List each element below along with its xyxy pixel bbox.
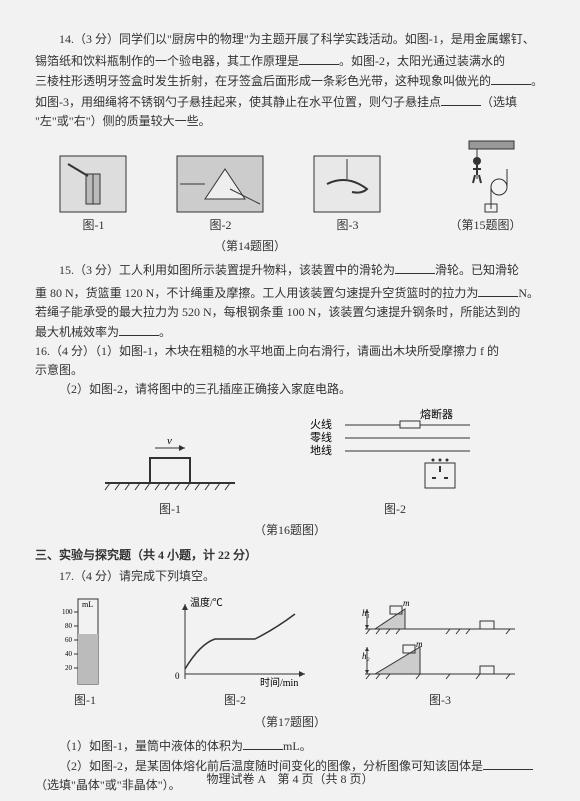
fig17-1-svg: mL 100 80 60 40 20: [60, 594, 110, 689]
svg-text:m: m: [416, 639, 423, 649]
fig16-1-label: 图-1: [95, 500, 245, 519]
q14-l2b: 。如图-2，太阳光通过装满水的: [339, 54, 505, 68]
q17-l1: 17.（4 分）请完成下列填空。: [35, 567, 545, 586]
svg-text:40: 40: [65, 650, 73, 658]
svg-text:v: v: [167, 435, 172, 447]
fig-row-14: 图-1 图-2 图-3 （第: [35, 139, 545, 235]
caption-16: （第16题图）: [35, 521, 545, 540]
caption-14: （第14题图）: [0, 237, 545, 256]
q15-l3: 若绳子能承受的最大拉力为 520 N，每根钢条重 100 N，该装置匀速提升钢条…: [35, 303, 545, 322]
fuse-label: 熔断器: [420, 408, 453, 421]
q15-l4b: 。: [159, 325, 171, 339]
fig-row-17: mL 100 80 60 40 20 图-1 温度/℃ 时间/min 0 图-2: [35, 594, 545, 710]
fig14-2-label: 图-2: [175, 216, 265, 235]
blank-14-1[interactable]: [299, 51, 339, 65]
blank-15-1[interactable]: [395, 260, 435, 274]
q15-l4: 最大机械效率为: [35, 325, 119, 339]
fig14-1-label: 图-1: [58, 216, 128, 235]
q16-l1: 16.（4 分）（1）如图-1，木块在粗糙的水平地面上向右滑行，请画出木块所受摩…: [35, 344, 499, 358]
q16-l2: 示意图。: [35, 361, 545, 380]
fig14-3-svg: [312, 154, 382, 214]
q14-l4: 如图-3，用细绳将不锈钢勺子悬挂起来，使其静止在水平位置，则勺子悬挂点: [35, 95, 441, 109]
xlabel: 时间/min: [260, 676, 298, 689]
q15-l1: 15.（3 分）工人利用如图所示装置提升物料，该装置中的滑轮为: [59, 263, 395, 277]
blank-15-3[interactable]: [119, 322, 159, 336]
fig14-3-label: 图-3: [312, 216, 382, 235]
fig16-2-svg: 熔断器 火线 零线 地线: [305, 408, 485, 498]
q17-s1b: mL。: [283, 739, 312, 753]
fig15-label: （第15题图）: [449, 216, 521, 235]
ylabel: 温度/℃: [190, 596, 223, 609]
blank-15-2[interactable]: [478, 283, 518, 297]
svg-text:60: 60: [65, 636, 73, 644]
svg-text:20: 20: [65, 664, 73, 672]
svg-text:h₂: h₂: [362, 651, 370, 661]
blank-14-3[interactable]: [441, 92, 481, 106]
q17-s1a: （1）如图-1，量筒中液体的体积为: [59, 739, 243, 753]
zero-label: 零线: [310, 430, 332, 444]
blank-17-2[interactable]: [483, 756, 533, 770]
fig15-svg: [449, 139, 519, 214]
fig16-2-label: 图-2: [305, 500, 485, 519]
fig17-1-label: 图-1: [60, 691, 110, 710]
page-footer: 物理试卷 A 第 4 页（共 8 页）: [0, 770, 580, 789]
svg-text:100: 100: [62, 608, 73, 616]
fig17-2-label: 图-2: [160, 691, 310, 710]
fig17-2-svg: 温度/℃ 时间/min 0: [160, 594, 310, 689]
blank-17-1[interactable]: [243, 736, 283, 750]
q14-l1: 14.（3 分）同学们以"厨房中的物理"为主题开展了科学实践活动。如图-1，是用…: [59, 32, 535, 46]
q14-l5: "左"或"右"）侧的质量较大一些。: [35, 114, 211, 128]
section-3-title: 三、实验与探究题（共 4 小题，计 22 分）: [35, 546, 545, 565]
fig17-3-label: 图-3: [360, 691, 520, 710]
caption-17: （第17题图）: [35, 713, 545, 732]
q14-l3b: 。: [531, 74, 543, 88]
ground-label: 地线: [310, 443, 332, 457]
svg-text:m: m: [403, 598, 410, 608]
fig14-1-svg: [58, 154, 128, 214]
q15-l2: 重 80 N，货篮重 120 N，不计绳重及摩擦。工人用该装置匀速提升空货篮时的…: [35, 286, 478, 300]
fig14-2-svg: [175, 154, 265, 214]
fig17-3-svg: m h₁ m h₂: [360, 594, 520, 689]
q14-l2: 锡箔纸和饮料瓶制作的一个验电器，其工作原理是: [35, 54, 299, 68]
fire-label: 火线: [310, 417, 332, 431]
fig16-1-svg: v: [95, 428, 245, 498]
q14-l3: 三棱柱形透明牙签盒时发生折射，在牙签盒后面形成一条彩色光带，这种现象叫做光的: [35, 74, 491, 88]
svg-text:0: 0: [175, 671, 180, 681]
q14-l4b: （选填: [481, 95, 517, 109]
svg-text:80: 80: [65, 622, 73, 630]
q15-l2b: N。: [518, 286, 539, 300]
q15-l1b: 滑轮。已知滑轮: [435, 263, 519, 277]
blank-14-2[interactable]: [491, 71, 531, 85]
fig-row-16: v 图-1 熔断器 火线 零线 地线 图-2: [35, 408, 545, 519]
svg-text:mL: mL: [82, 600, 93, 609]
q16-l3: （2）如图-2，请将图中的三孔插座正确接入家庭电路。: [35, 380, 545, 399]
